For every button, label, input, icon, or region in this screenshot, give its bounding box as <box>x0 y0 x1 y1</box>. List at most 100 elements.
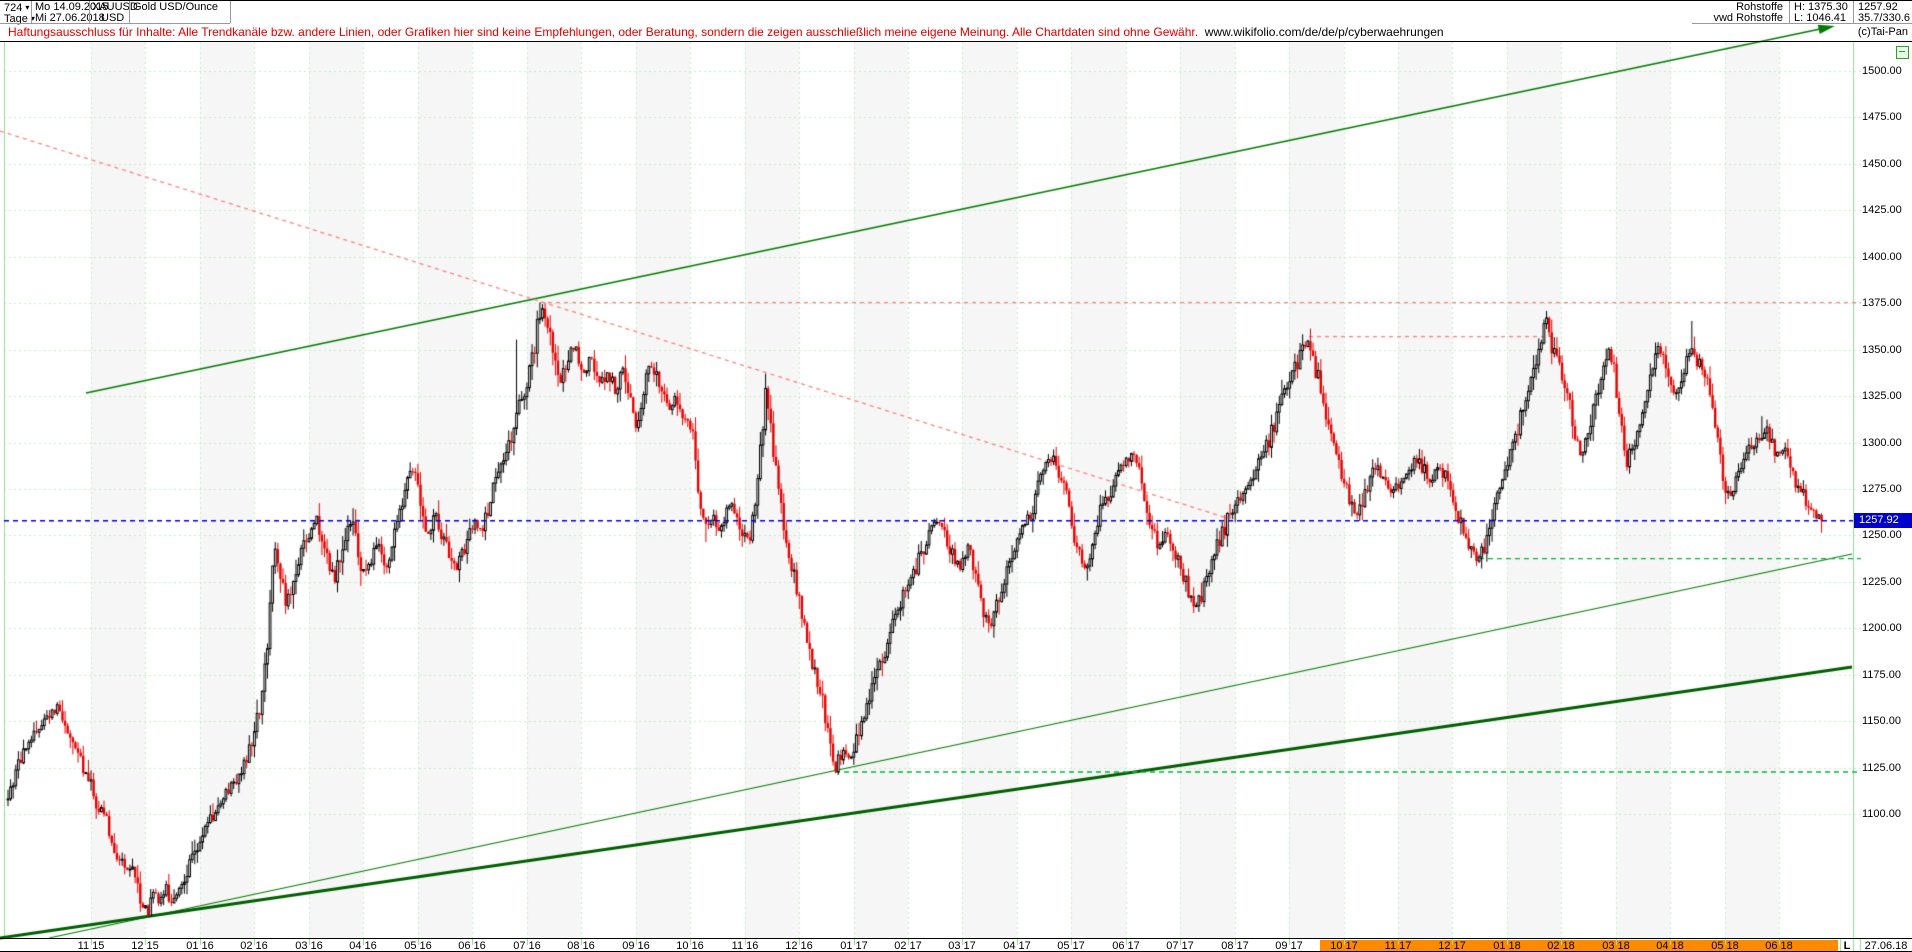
month-tick <box>418 939 419 945</box>
price-axis-label: 1175.00 <box>1862 669 1901 681</box>
month-tick <box>962 939 963 945</box>
copyright-label: (c)Tai-Pan <box>1857 26 1908 38</box>
month-tick <box>908 939 909 945</box>
month-tick <box>1344 939 1345 945</box>
low-marker-label: L <box>1843 940 1851 952</box>
header-separator <box>0 23 230 24</box>
month-tick <box>1289 939 1290 945</box>
price-axis-label: 1350.00 <box>1862 344 1902 356</box>
month-axis-label: 04 18 <box>1656 940 1684 952</box>
month-tick <box>1017 939 1018 945</box>
month-axis-label: 02 18 <box>1547 940 1575 952</box>
month-axis-label: 12 15 <box>131 940 159 952</box>
month-axis-label: 03 18 <box>1602 940 1630 952</box>
price-axis-label: 1125.00 <box>1862 762 1901 774</box>
source-label: vwd Rohstoffe <box>1713 12 1783 24</box>
month-tick <box>1561 939 1562 945</box>
month-axis-label: 10 17 <box>1330 940 1358 952</box>
month-axis-label: 04 17 <box>1003 940 1031 952</box>
last-date-label: 27.06.18 <box>1864 940 1908 952</box>
price-axis-label: 1400.00 <box>1862 251 1902 263</box>
price-axis-label: 1300.00 <box>1862 437 1902 449</box>
chart-number-dropdown[interactable]: 724 ▾ <box>4 2 30 14</box>
header-separator <box>230 1 231 23</box>
month-tick <box>1779 939 1780 945</box>
month-axis-label: 01 17 <box>840 940 868 952</box>
month-tick <box>581 939 582 945</box>
price-axis-label: 1375.00 <box>1862 297 1902 309</box>
month-tick <box>91 939 92 945</box>
month-axis-label: 08 16 <box>567 940 595 952</box>
month-tick <box>1670 939 1671 945</box>
header-separator <box>1853 1 1854 23</box>
timeframe-dropdown[interactable]: Tage ▾ <box>4 13 35 25</box>
month-axis-label: 04 16 <box>349 940 377 952</box>
price-axis-label: 1100.00 <box>1862 808 1901 820</box>
month-tick <box>1235 939 1236 945</box>
disclaimer-text: Haftungsausschluss für Inhalte: Alle Tre… <box>8 25 1199 39</box>
month-tick <box>745 939 746 945</box>
currency-label: USD <box>101 12 125 24</box>
month-tick <box>254 939 255 945</box>
category-label: Rohstoffe <box>1736 1 1783 13</box>
month-axis-label: 02 17 <box>894 940 922 952</box>
instrument-name-label: Gold USD/Ounce <box>133 1 218 13</box>
month-axis-label: 01 16 <box>186 940 214 952</box>
header-separator <box>1692 23 1912 24</box>
period-low-label: L: 1046.41 <box>1794 12 1846 24</box>
price-axis-label: 1150.00 <box>1862 715 1901 727</box>
month-axis-label: 07 16 <box>513 940 541 952</box>
chart-header: 724 ▾ Tage ▾ Mo 14.09.2015 Mi 27.06.2018… <box>0 0 1912 25</box>
price-axis-label: 1250.00 <box>1862 529 1902 541</box>
month-tick <box>309 939 310 945</box>
price-axis-label: 1275.00 <box>1862 483 1902 495</box>
month-axis-label: 10 16 <box>676 940 704 952</box>
header-separator <box>89 1 90 23</box>
chevron-down-icon: ▾ <box>25 3 30 12</box>
price-axis-label: 1475.00 <box>1862 111 1902 123</box>
indicator-values-label: 35.7/330.6 <box>1858 12 1910 24</box>
chevron-down-icon: ▾ <box>30 14 35 23</box>
price-axis-label: 1200.00 <box>1862 622 1902 634</box>
month-tick <box>145 939 146 945</box>
month-tick <box>1071 939 1072 945</box>
month-tick <box>1725 939 1726 945</box>
month-axis-label: 01 18 <box>1493 940 1521 952</box>
month-tick <box>1398 939 1399 945</box>
month-axis-label: 05 18 <box>1711 940 1739 952</box>
month-tick <box>690 939 691 945</box>
price-axis-label: 1325.00 <box>1862 390 1902 402</box>
month-axis-label: 09 17 <box>1275 940 1303 952</box>
month-axis-label: 06 16 <box>458 940 486 952</box>
collapse-panel-button[interactable] <box>1896 46 1909 59</box>
disclaimer-url: www.wikifolio.com/de/de/p/cyberwaehrunge… <box>1204 25 1444 39</box>
plot-bottom-border <box>0 938 1912 939</box>
date-to-label: Mi 27.06.2018 <box>35 12 105 24</box>
month-axis-label: 09 16 <box>622 940 650 952</box>
disclaimer: Haftungsausschluss für Inhalte: Alle Tre… <box>8 26 1444 38</box>
symbol-label: XAUUSD <box>92 1 138 13</box>
last-price-header-label: 1257.92 <box>1858 1 1898 13</box>
price-axis-label: 1500.00 <box>1862 65 1902 77</box>
header-separator <box>129 1 130 23</box>
orange-period-highlight <box>1320 940 1838 951</box>
month-axis-label: 06 18 <box>1765 940 1793 952</box>
month-axis-label: 12 17 <box>1438 940 1466 952</box>
month-axis-label: 03 17 <box>948 940 976 952</box>
month-tick <box>527 939 528 945</box>
month-axis-label: 11 16 <box>731 940 759 952</box>
month-axis-label: 08 17 <box>1221 940 1249 952</box>
last-price-tag: 1257.92 <box>1854 513 1912 528</box>
month-tick <box>1452 939 1453 945</box>
month-axis-label: 07 17 <box>1166 940 1194 952</box>
month-tick <box>1126 939 1127 945</box>
price-axis-label: 1225.00 <box>1862 576 1902 588</box>
date-from-label: Mo 14.09.2015 <box>35 1 109 13</box>
month-tick <box>854 939 855 945</box>
month-tick <box>1616 939 1617 945</box>
header-separator <box>31 1 32 23</box>
month-tick <box>472 939 473 945</box>
month-tick <box>799 939 800 945</box>
